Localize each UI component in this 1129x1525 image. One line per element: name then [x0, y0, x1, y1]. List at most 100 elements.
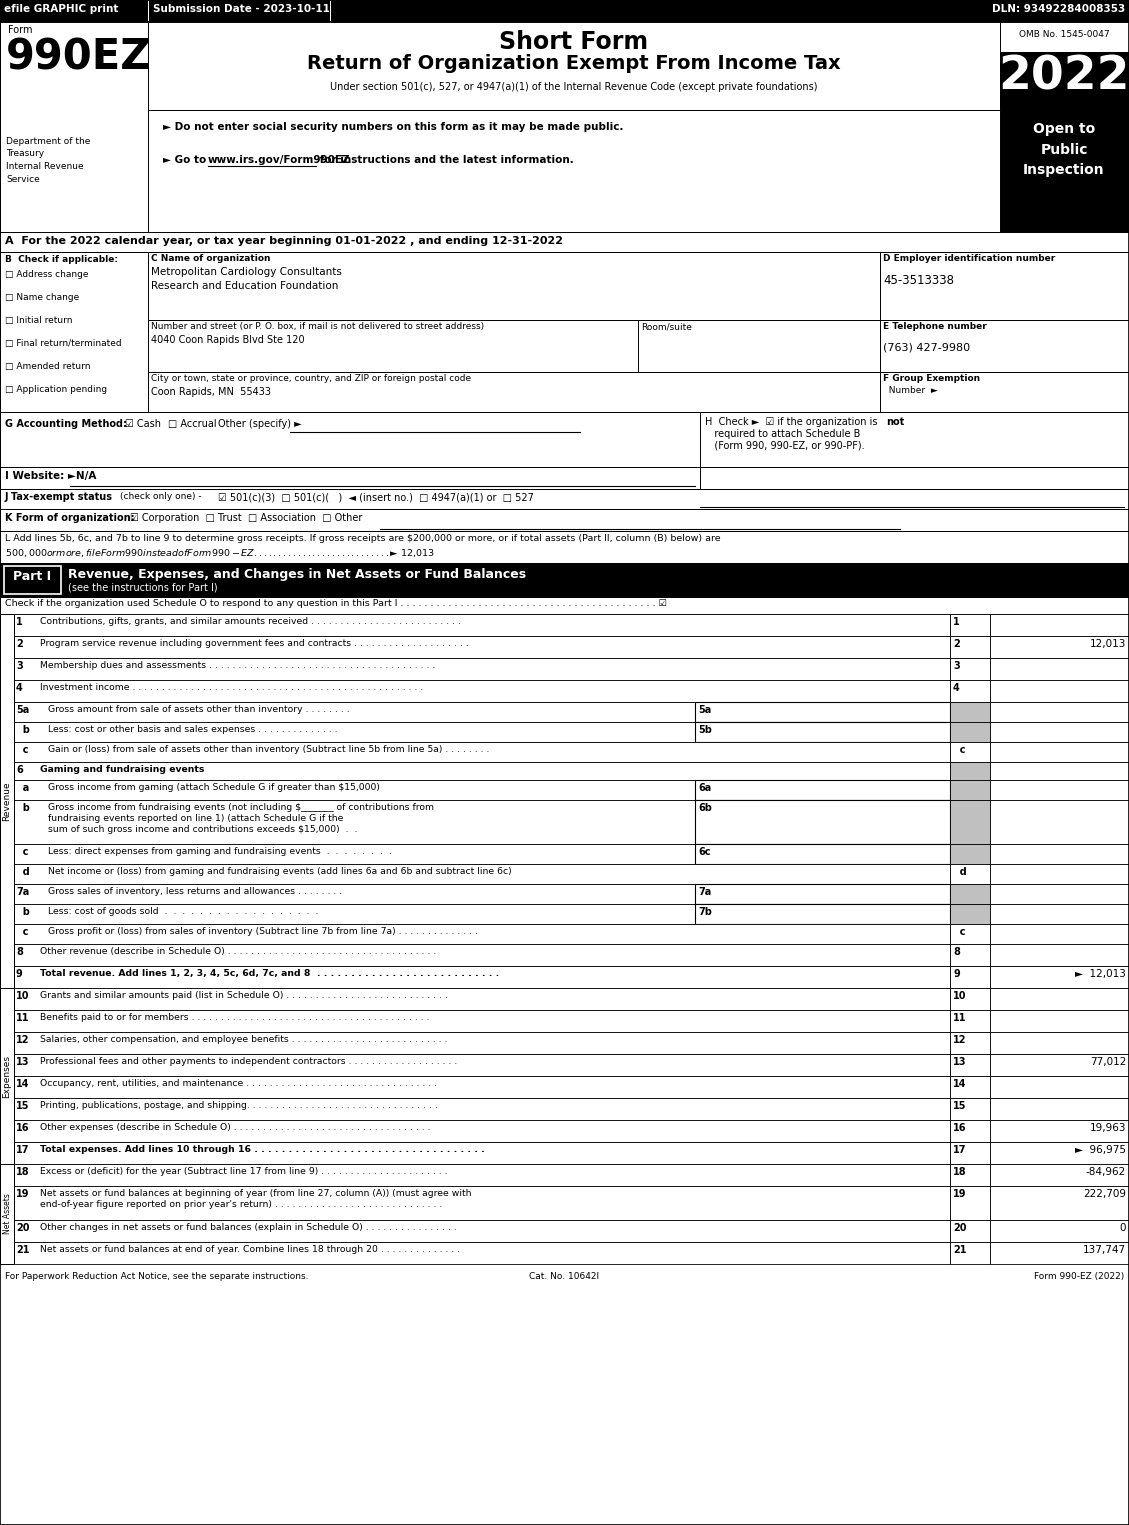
Bar — [700, 412, 1129, 467]
Bar — [990, 615, 1129, 636]
Bar — [990, 944, 1129, 965]
Text: Open to
Public
Inspection: Open to Public Inspection — [1023, 122, 1105, 177]
Bar — [638, 320, 879, 372]
Bar — [14, 801, 949, 843]
Bar — [949, 965, 990, 988]
Text: G Accounting Method:: G Accounting Method: — [5, 419, 126, 429]
Bar — [14, 843, 949, 865]
Text: 14: 14 — [953, 1080, 966, 1089]
Text: □ Name change: □ Name change — [5, 293, 79, 302]
Bar — [695, 904, 949, 924]
Bar — [14, 721, 949, 743]
Text: for instructions and the latest information.: for instructions and the latest informat… — [316, 156, 574, 165]
Text: 9: 9 — [16, 968, 23, 979]
Text: 2: 2 — [16, 639, 23, 650]
Text: C Name of organization: C Name of organization — [151, 255, 271, 262]
Text: 222,709: 222,709 — [1083, 1190, 1126, 1199]
Bar — [14, 1054, 949, 1077]
Bar — [949, 1098, 990, 1119]
Text: ☑ Corporation  □ Trust  □ Association  □ Other: ☑ Corporation □ Trust □ Association □ Ot… — [130, 512, 362, 523]
Text: Net assets or fund balances at end of year. Combine lines 18 through 20 . . . . : Net assets or fund balances at end of ye… — [40, 1244, 461, 1254]
Text: K Form of organization:: K Form of organization: — [5, 512, 134, 523]
Text: 18: 18 — [16, 1167, 29, 1177]
Bar — [990, 1077, 1129, 1098]
Text: Contributions, gifts, grants, and similar amounts received . . . . . . . . . . .: Contributions, gifts, grants, and simila… — [40, 618, 461, 625]
Bar — [1000, 52, 1129, 104]
Bar — [949, 762, 990, 779]
Text: Occupancy, rent, utilities, and maintenance . . . . . . . . . . . . . . . . . . : Occupancy, rent, utilities, and maintena… — [40, 1080, 437, 1087]
Text: Short Form: Short Form — [499, 30, 648, 53]
Bar — [949, 702, 990, 721]
Text: efile GRAPHIC print: efile GRAPHIC print — [5, 5, 119, 14]
Text: E Telephone number: E Telephone number — [883, 322, 987, 331]
Bar — [14, 904, 949, 924]
Bar — [0, 596, 1129, 615]
Text: 45-3513338: 45-3513338 — [883, 274, 954, 287]
Text: Gross profit or (loss) from sales of inventory (Subtract line 7b from line 7a) .: Gross profit or (loss) from sales of inv… — [49, 927, 478, 936]
Text: (763) 427-9980: (763) 427-9980 — [883, 342, 970, 352]
Text: I Website: ►N/A: I Website: ►N/A — [5, 471, 96, 480]
Bar — [949, 636, 990, 657]
Text: 20: 20 — [16, 1223, 29, 1234]
Text: 8: 8 — [953, 947, 960, 958]
Text: OMB No. 1545-0047: OMB No. 1545-0047 — [1018, 30, 1110, 40]
Bar — [949, 1077, 990, 1098]
Text: ►  96,975: ► 96,975 — [1075, 1145, 1126, 1154]
Text: Less: cost or other basis and sales expenses . . . . . . . . . . . . . .: Less: cost or other basis and sales expe… — [49, 724, 338, 734]
Bar — [0, 615, 14, 988]
Text: Metropolitan Cardiology Consultants: Metropolitan Cardiology Consultants — [151, 267, 342, 278]
Text: Less: direct expenses from gaming and fundraising events  .  .  .  .  .  .  .  .: Less: direct expenses from gaming and fu… — [49, 846, 392, 856]
Bar — [695, 779, 949, 801]
Text: 0: 0 — [1120, 1223, 1126, 1234]
Bar — [0, 1164, 14, 1264]
Text: Other (specify) ►: Other (specify) ► — [218, 419, 301, 429]
Text: F Group Exemption: F Group Exemption — [883, 374, 980, 383]
Bar — [879, 372, 1129, 412]
Text: Revenue, Expenses, and Changes in Net Assets or Fund Balances: Revenue, Expenses, and Changes in Net As… — [68, 567, 526, 581]
Bar — [949, 1142, 990, 1164]
Bar — [14, 762, 949, 779]
Text: Total expenses. Add lines 10 through 16 . . . . . . . . . . . . . . . . . . . . : Total expenses. Add lines 10 through 16 … — [40, 1145, 484, 1154]
Text: 15: 15 — [953, 1101, 966, 1112]
Text: required to attach Schedule B: required to attach Schedule B — [704, 429, 860, 439]
Text: Net assets or fund balances at beginning of year (from line 27, column (A)) (mus: Net assets or fund balances at beginning… — [40, 1190, 472, 1199]
Text: ☑ 501(c)(3)  □ 501(c)(   )  ◄ (insert no.)  □ 4947(a)(1) or  □ 527: ☑ 501(c)(3) □ 501(c)( ) ◄ (insert no.) □… — [218, 493, 534, 502]
Text: c: c — [953, 927, 965, 936]
Text: 11: 11 — [953, 1013, 966, 1023]
Text: c: c — [16, 927, 28, 936]
Bar — [990, 1119, 1129, 1142]
Bar — [148, 110, 1000, 232]
Bar — [14, 1032, 949, 1054]
Text: 7a: 7a — [16, 888, 29, 897]
Text: Other expenses (describe in Schedule O) . . . . . . . . . . . . . . . . . . . . : Other expenses (describe in Schedule O) … — [40, 1122, 430, 1132]
Text: Expenses: Expenses — [2, 1054, 11, 1098]
Text: 77,012: 77,012 — [1089, 1057, 1126, 1067]
Text: □ Final return/terminated: □ Final return/terminated — [5, 339, 122, 348]
Bar — [990, 1241, 1129, 1264]
Bar — [949, 1220, 990, 1241]
Text: 9: 9 — [953, 968, 960, 979]
Text: Research and Education Foundation: Research and Education Foundation — [151, 281, 339, 291]
Bar — [14, 743, 949, 762]
Text: c: c — [16, 846, 28, 857]
Text: 8: 8 — [16, 947, 23, 958]
Bar — [949, 801, 990, 843]
Bar — [5, 566, 61, 595]
Bar — [949, 865, 990, 884]
Text: Excess or (deficit) for the year (Subtract line 17 from line 9) . . . . . . . . : Excess or (deficit) for the year (Subtra… — [40, 1167, 447, 1176]
Text: b: b — [16, 804, 29, 813]
Text: ► Do not enter social security numbers on this form as it may be made public.: ► Do not enter social security numbers o… — [163, 122, 623, 133]
Text: 990EZ: 990EZ — [6, 37, 151, 79]
Text: Room/suite: Room/suite — [641, 322, 692, 331]
Bar — [949, 944, 990, 965]
Bar — [148, 252, 879, 320]
Text: 4040 Coon Rapids Blvd Ste 120: 4040 Coon Rapids Blvd Ste 120 — [151, 336, 305, 345]
Text: 19: 19 — [953, 1190, 966, 1199]
Bar — [990, 762, 1129, 779]
Text: Coon Rapids, MN  55433: Coon Rapids, MN 55433 — [151, 387, 271, 397]
Bar — [700, 467, 1129, 490]
Bar — [990, 721, 1129, 743]
Text: -84,962: -84,962 — [1086, 1167, 1126, 1177]
Text: Printing, publications, postage, and shipping. . . . . . . . . . . . . . . . . .: Printing, publications, postage, and shi… — [40, 1101, 438, 1110]
Text: sum of such gross income and contributions exceeds $15,000)  .  .: sum of such gross income and contributio… — [49, 825, 358, 834]
